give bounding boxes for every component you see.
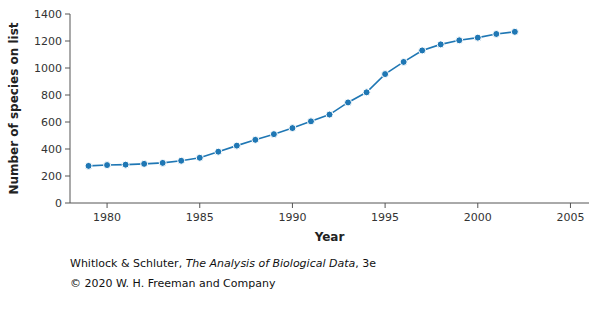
caption-part: The Analysis of Biological Data [186,257,356,270]
x-tick-label: 1980 [93,211,121,224]
x-tick-label: 2000 [464,211,492,224]
y-tick [65,14,70,15]
chart-svg: 1980 1985 1990 1995 2000 2005 0 200 400 600 800 100… [0,0,613,315]
x-tick-label: 1995 [371,211,399,224]
y-axis-line [70,14,71,203]
y-tick-label: 1200 [34,35,62,48]
x-tick-label: 2005 [556,211,584,224]
caption-part: Whitlock & Schluter, [70,257,186,270]
data-point [104,162,111,169]
data-point [419,47,426,54]
x-tick-label: 1985 [186,211,214,224]
data-group [85,28,518,169]
data-point [326,111,333,118]
data-point [345,99,352,106]
chart-container: 1980 1985 1990 1995 2000 2005 0 200 400 600 800 100… [0,0,613,315]
y-tick-label: 0 [55,197,62,210]
x-axis-label: Year [314,230,345,244]
x-tick [570,203,571,208]
data-point [252,136,259,143]
data-point [270,131,277,138]
x-tick [477,203,478,208]
data-point [233,142,240,149]
y-tick [65,149,70,150]
data-point [382,71,389,78]
y-tick-label: 1000 [34,62,62,75]
y-tick-label: 800 [41,89,62,102]
data-point [122,161,129,168]
y-tick-label: 600 [41,116,62,129]
data-point [196,154,203,161]
x-tick [385,203,386,208]
data-point [215,148,222,155]
caption: Whitlock & Schluter, The Analysis of Bio… [70,257,376,270]
x-tick [107,203,108,208]
x-axis-line [70,203,589,204]
data-point [474,34,481,41]
data-line [89,32,515,166]
y-tick-label: 400 [41,143,62,156]
data-point [178,157,185,164]
data-point [493,30,500,37]
data-point [400,58,407,65]
x-tick-label: 1990 [278,211,306,224]
y-tick [65,68,70,69]
y-tick [65,122,70,123]
data-point [85,162,92,169]
data-point [159,159,166,166]
y-tick [65,203,70,204]
y-tick-label: 1400 [34,8,62,21]
data-point [437,41,444,48]
data-point [511,28,518,35]
x-tick [199,203,200,208]
caption-copyright: © 2020 W. H. Freeman and Company [70,277,276,290]
data-point [456,37,463,44]
y-tick [65,95,70,96]
x-tick [292,203,293,208]
y-tick [65,41,70,42]
data-point [289,125,296,132]
data-point [363,89,370,96]
caption-part: , 3e [355,257,376,270]
data-point [307,118,314,125]
y-tick [65,176,70,177]
y-tick-label: 200 [41,170,62,183]
y-axis-label: Number of species on list [7,22,21,194]
data-point [141,160,148,167]
